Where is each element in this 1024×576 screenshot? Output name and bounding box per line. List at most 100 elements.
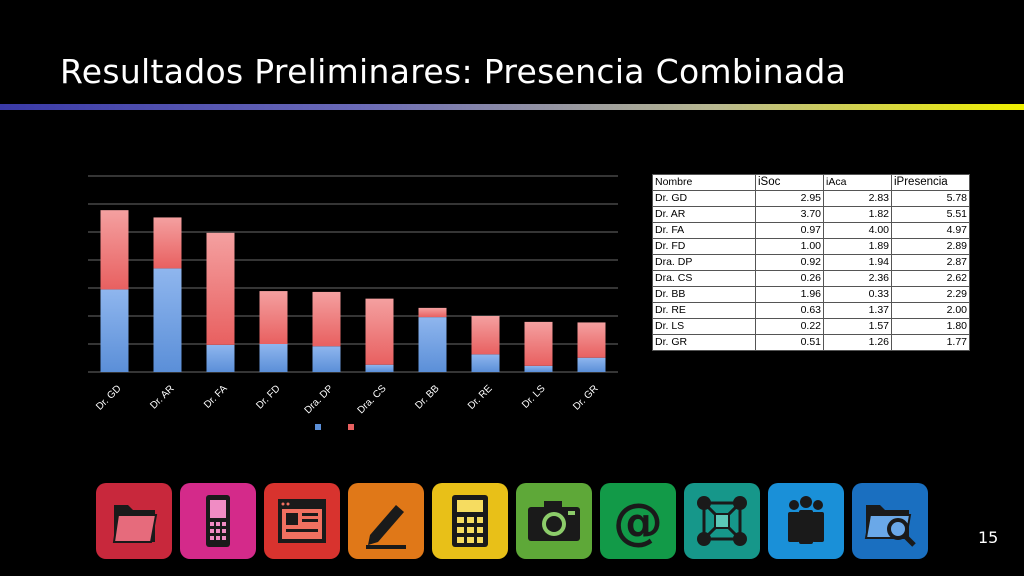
table-cell: Dr. FD [652,238,756,255]
table-row: Dr. LS 0.22 1.57 1.80 [652,318,970,335]
bar-segment [577,357,606,372]
table-header-cell: iSoc [755,174,824,191]
table-cell: 1.82 [823,206,892,223]
x-tick-label: Dra. DP [303,383,336,416]
pencil-edit-icon[interactable] [348,483,424,559]
x-tick-label: Dr. GR [571,383,600,412]
table-cell: Dra. CS [652,270,756,287]
stacked-bar-chart: Dr. GD Dr. AR Dr. FA Dr. FD Dra. DP Dra. CS Dr… [88,175,618,430]
table-cell: Dra. DP [652,254,756,271]
table-cell: 5.78 [891,190,970,207]
folder-icon[interactable] [96,483,172,559]
table-row: Dra. CS 0.26 2.36 2.62 [652,270,970,287]
table-cell: Dr. LS [652,318,756,335]
table-header-cell: Nombre [652,174,756,191]
camera-icon[interactable] [516,483,592,559]
table-cell: 1.57 [823,318,892,335]
table-cell: 1.89 [823,238,892,255]
bar-segment [153,268,182,372]
page-title: Resultados Preliminares: Presencia Combi… [60,52,847,91]
table-cell: Dr. GR [652,334,756,351]
x-tick-label: Dr. AR [148,383,176,411]
at-sign-icon[interactable]: @ [600,483,676,559]
table-header-cell: iAca [823,174,892,191]
bar-segment [418,317,447,372]
table-row: Dr. GD 2.95 2.83 5.78 [652,190,970,207]
table-cell: 2.95 [755,190,824,207]
table-cell: 0.26 [755,270,824,287]
table-row: Dr. FD 1.00 1.89 2.89 [652,238,970,255]
x-tick-label: Dr. GD [94,383,123,412]
table-header-row: Nombre iSoc iAca iPresencia [652,174,970,191]
x-tick-label: Dr. FA [202,383,230,411]
table-cell: 4.00 [823,222,892,239]
bar-segment [418,307,447,318]
x-tick-label: Dr. LS [520,383,548,411]
table-cell: Dr. GD [652,190,756,207]
bar-segment [365,298,394,365]
network-diagram-icon[interactable] [684,483,760,559]
bar-segment [524,365,553,372]
mobile-phone-icon[interactable] [180,483,256,559]
table-cell: 2.29 [891,286,970,303]
bar-segment [471,354,500,372]
table-row: Dr. BB 1.96 0.33 2.29 [652,286,970,303]
table-cell: 0.92 [755,254,824,271]
table-cell: 4.97 [891,222,970,239]
table-cell: Dr. BB [652,286,756,303]
table-cell: 1.37 [823,302,892,319]
table-cell: 1.96 [755,286,824,303]
table-cell: 0.97 [755,222,824,239]
table-cell: 2.36 [823,270,892,287]
folder-search-icon[interactable] [852,483,928,559]
table-cell: 2.89 [891,238,970,255]
table-cell: 0.63 [755,302,824,319]
data-table: Nombre iSoc iAca iPresencia Dr. GD 2.95 2.83 5.… [652,174,970,351]
table-row: Dr. RE 0.63 1.37 2.00 [652,302,970,319]
table-cell: 1.80 [891,318,970,335]
legend-swatch [348,424,354,430]
table-cell: 1.26 [823,334,892,351]
x-tick-label: Dr. FD [254,383,282,411]
table-cell: 2.87 [891,254,970,271]
bar-segment [206,344,235,372]
table-row: Dr. GR 0.51 1.26 1.77 [652,334,970,351]
table-header-cell: iPresencia [891,174,970,191]
table-cell: 5.51 [891,206,970,223]
bar-segment [206,232,235,345]
bar-segment [312,291,341,347]
bar-segment [524,321,553,366]
table-cell: 2.83 [823,190,892,207]
calculator-icon[interactable] [432,483,508,559]
bar-segment [153,217,182,269]
bar-segment [471,316,500,355]
title-divider [0,104,1024,110]
table-row: Dr. FA 0.97 4.00 4.97 [652,222,970,239]
table-cell: 1.77 [891,334,970,351]
table-cell: 1.00 [755,238,824,255]
table-cell: 0.33 [823,286,892,303]
table-cell: 0.51 [755,334,824,351]
bar-segment [100,289,129,372]
bar-segment [259,291,288,344]
table-cell: 3.70 [755,206,824,223]
page-number: 15 [978,528,999,547]
x-tick-label: Dr. BB [413,383,441,411]
bar-segment [365,364,394,372]
bar-segment [259,344,288,372]
browser-window-icon[interactable] [264,483,340,559]
table-cell: Dr. FA [652,222,756,239]
people-group-icon[interactable] [768,483,844,559]
table-row: Dr. AR 3.70 1.82 5.51 [652,206,970,223]
x-tick-label: Dr. RE [466,383,495,412]
table-cell: 2.62 [891,270,970,287]
table-cell: Dr. AR [652,206,756,223]
table-cell: 0.22 [755,318,824,335]
table-cell: 1.94 [823,254,892,271]
bar-segment [577,322,606,358]
bar-segment [312,346,341,372]
legend-swatch [315,424,321,430]
svg-text:@: @ [613,493,663,551]
table-cell: 2.00 [891,302,970,319]
x-tick-label: Dra. CS [356,383,389,416]
